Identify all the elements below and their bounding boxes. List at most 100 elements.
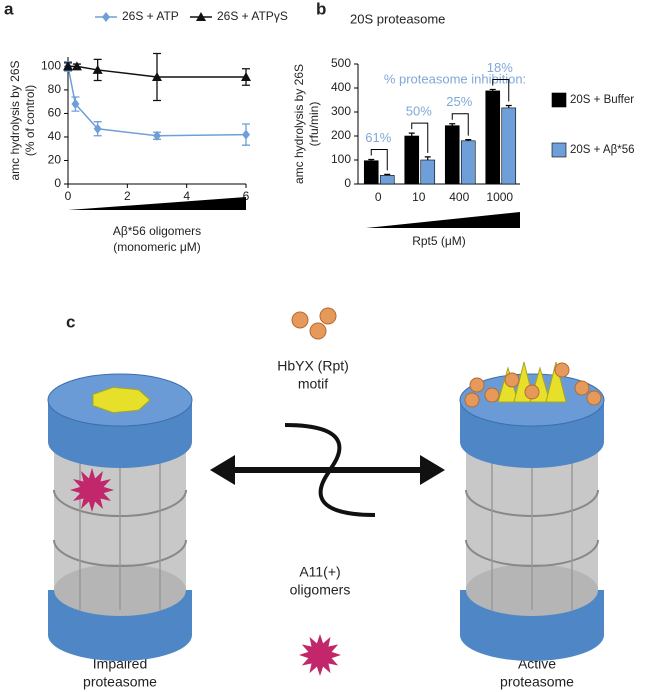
x-axis-label: (monomeric μM) (113, 240, 201, 254)
ring (48, 416, 192, 468)
state-label: proteasome (83, 674, 157, 690)
ring (460, 416, 604, 468)
x-tick-label: 0 (65, 189, 72, 203)
gate (92, 386, 151, 414)
x-axis-label: Aβ*56 oligomers (113, 224, 201, 238)
motif-label: HbYX (Rpt) (277, 358, 349, 374)
y-tick-label: 500 (331, 56, 351, 70)
chart-title: 20S proteasome (350, 11, 445, 26)
x-tick-label: 1000 (486, 190, 513, 204)
motif-ball (524, 384, 540, 400)
y-tick-label: 20 (48, 153, 62, 167)
motif-ball (464, 392, 480, 408)
annotation-title: % proteasome inhibition: (384, 71, 526, 86)
switch-line (284, 423, 376, 517)
error-bar (449, 123, 456, 126)
marker (196, 12, 206, 21)
y-axis-label: (rfu/min) (307, 102, 321, 147)
oligomer (70, 468, 114, 512)
bar (444, 125, 460, 185)
arrow-head (420, 455, 445, 485)
ring (48, 609, 192, 661)
motif-ball (554, 362, 570, 378)
y-axis-label: amc hydrolysis by 26S (8, 60, 22, 180)
y-tick-label: 40 (48, 129, 62, 143)
legend-label: 20S + Buffer (570, 94, 634, 106)
marker (93, 123, 102, 134)
oligomer-label: A11(+) (299, 564, 340, 580)
error-bar (489, 88, 496, 91)
gate (545, 361, 567, 403)
bracket (451, 113, 469, 136)
x-tick-label: 6 (243, 189, 250, 203)
bar (363, 160, 379, 185)
bar (501, 107, 517, 185)
inhibition-label: 50% (406, 104, 432, 119)
error-bar (384, 173, 391, 176)
bar (460, 140, 476, 185)
marker (102, 12, 110, 22)
marker (152, 71, 162, 81)
error-bar (505, 104, 512, 108)
y-tick-label: 80 (48, 82, 62, 96)
oligomer-label: oligomers (290, 582, 351, 598)
dose-wedge (366, 212, 520, 228)
bar (420, 159, 436, 185)
marker (63, 61, 73, 71)
x-axis-label: Rpt5 (μM) (412, 234, 466, 248)
oligomer (299, 634, 341, 676)
y-tick-label: 0 (344, 176, 351, 190)
error-bar (368, 158, 375, 161)
bar (404, 135, 420, 185)
motif-ball (309, 322, 327, 340)
bracket (411, 122, 429, 153)
dose-wedge (68, 197, 246, 210)
y-tick-label: 0 (54, 176, 61, 190)
legend-label: 20S + Aβ*56 (570, 144, 635, 156)
bar (485, 90, 501, 185)
y-tick-label: 60 (48, 106, 62, 120)
y-tick-label: 100 (41, 59, 61, 73)
motif-ball (484, 387, 500, 403)
y-tick-label: 200 (331, 128, 351, 142)
y-tick-label: 400 (331, 80, 351, 94)
legend-label: 26S + ATPγS (217, 9, 288, 23)
x-tick-label: 4 (183, 189, 190, 203)
motif-ball (504, 372, 520, 388)
legend-label: 26S + ATP (122, 9, 179, 23)
x-tick-label: 0 (375, 190, 382, 204)
marker (153, 130, 161, 141)
panel-label: b (316, 0, 326, 18)
bracket (492, 78, 510, 102)
motif-ball (586, 390, 602, 406)
inhibition-label: 25% (446, 94, 472, 109)
bar (379, 175, 395, 185)
y-tick-label: 300 (331, 104, 351, 118)
error-bar (465, 139, 472, 141)
marker (242, 129, 250, 140)
motif-label: motif (298, 376, 328, 392)
motif-ball (469, 377, 485, 393)
marker (241, 71, 251, 81)
y-axis-label: amc hydrolysis by 26S (292, 64, 306, 184)
bracket (370, 149, 388, 171)
x-tick-label: 400 (449, 190, 469, 204)
ring (460, 609, 604, 661)
x-tick-label: 2 (124, 189, 131, 203)
marker (71, 61, 82, 71)
legend-swatch (551, 142, 567, 158)
arrow-head (210, 455, 235, 485)
marker (92, 64, 103, 74)
error-bar (408, 132, 415, 136)
error-bar (424, 156, 431, 160)
panel-label: c (66, 312, 75, 331)
y-tick-label: 100 (331, 152, 351, 166)
motif-ball (319, 307, 337, 325)
marker (71, 99, 80, 110)
y-axis-label: (% of control) (23, 85, 37, 156)
motif-ball (291, 311, 309, 329)
state-label: proteasome (500, 674, 574, 690)
inhibition-label: 18% (487, 60, 513, 75)
motif-ball (574, 380, 590, 396)
